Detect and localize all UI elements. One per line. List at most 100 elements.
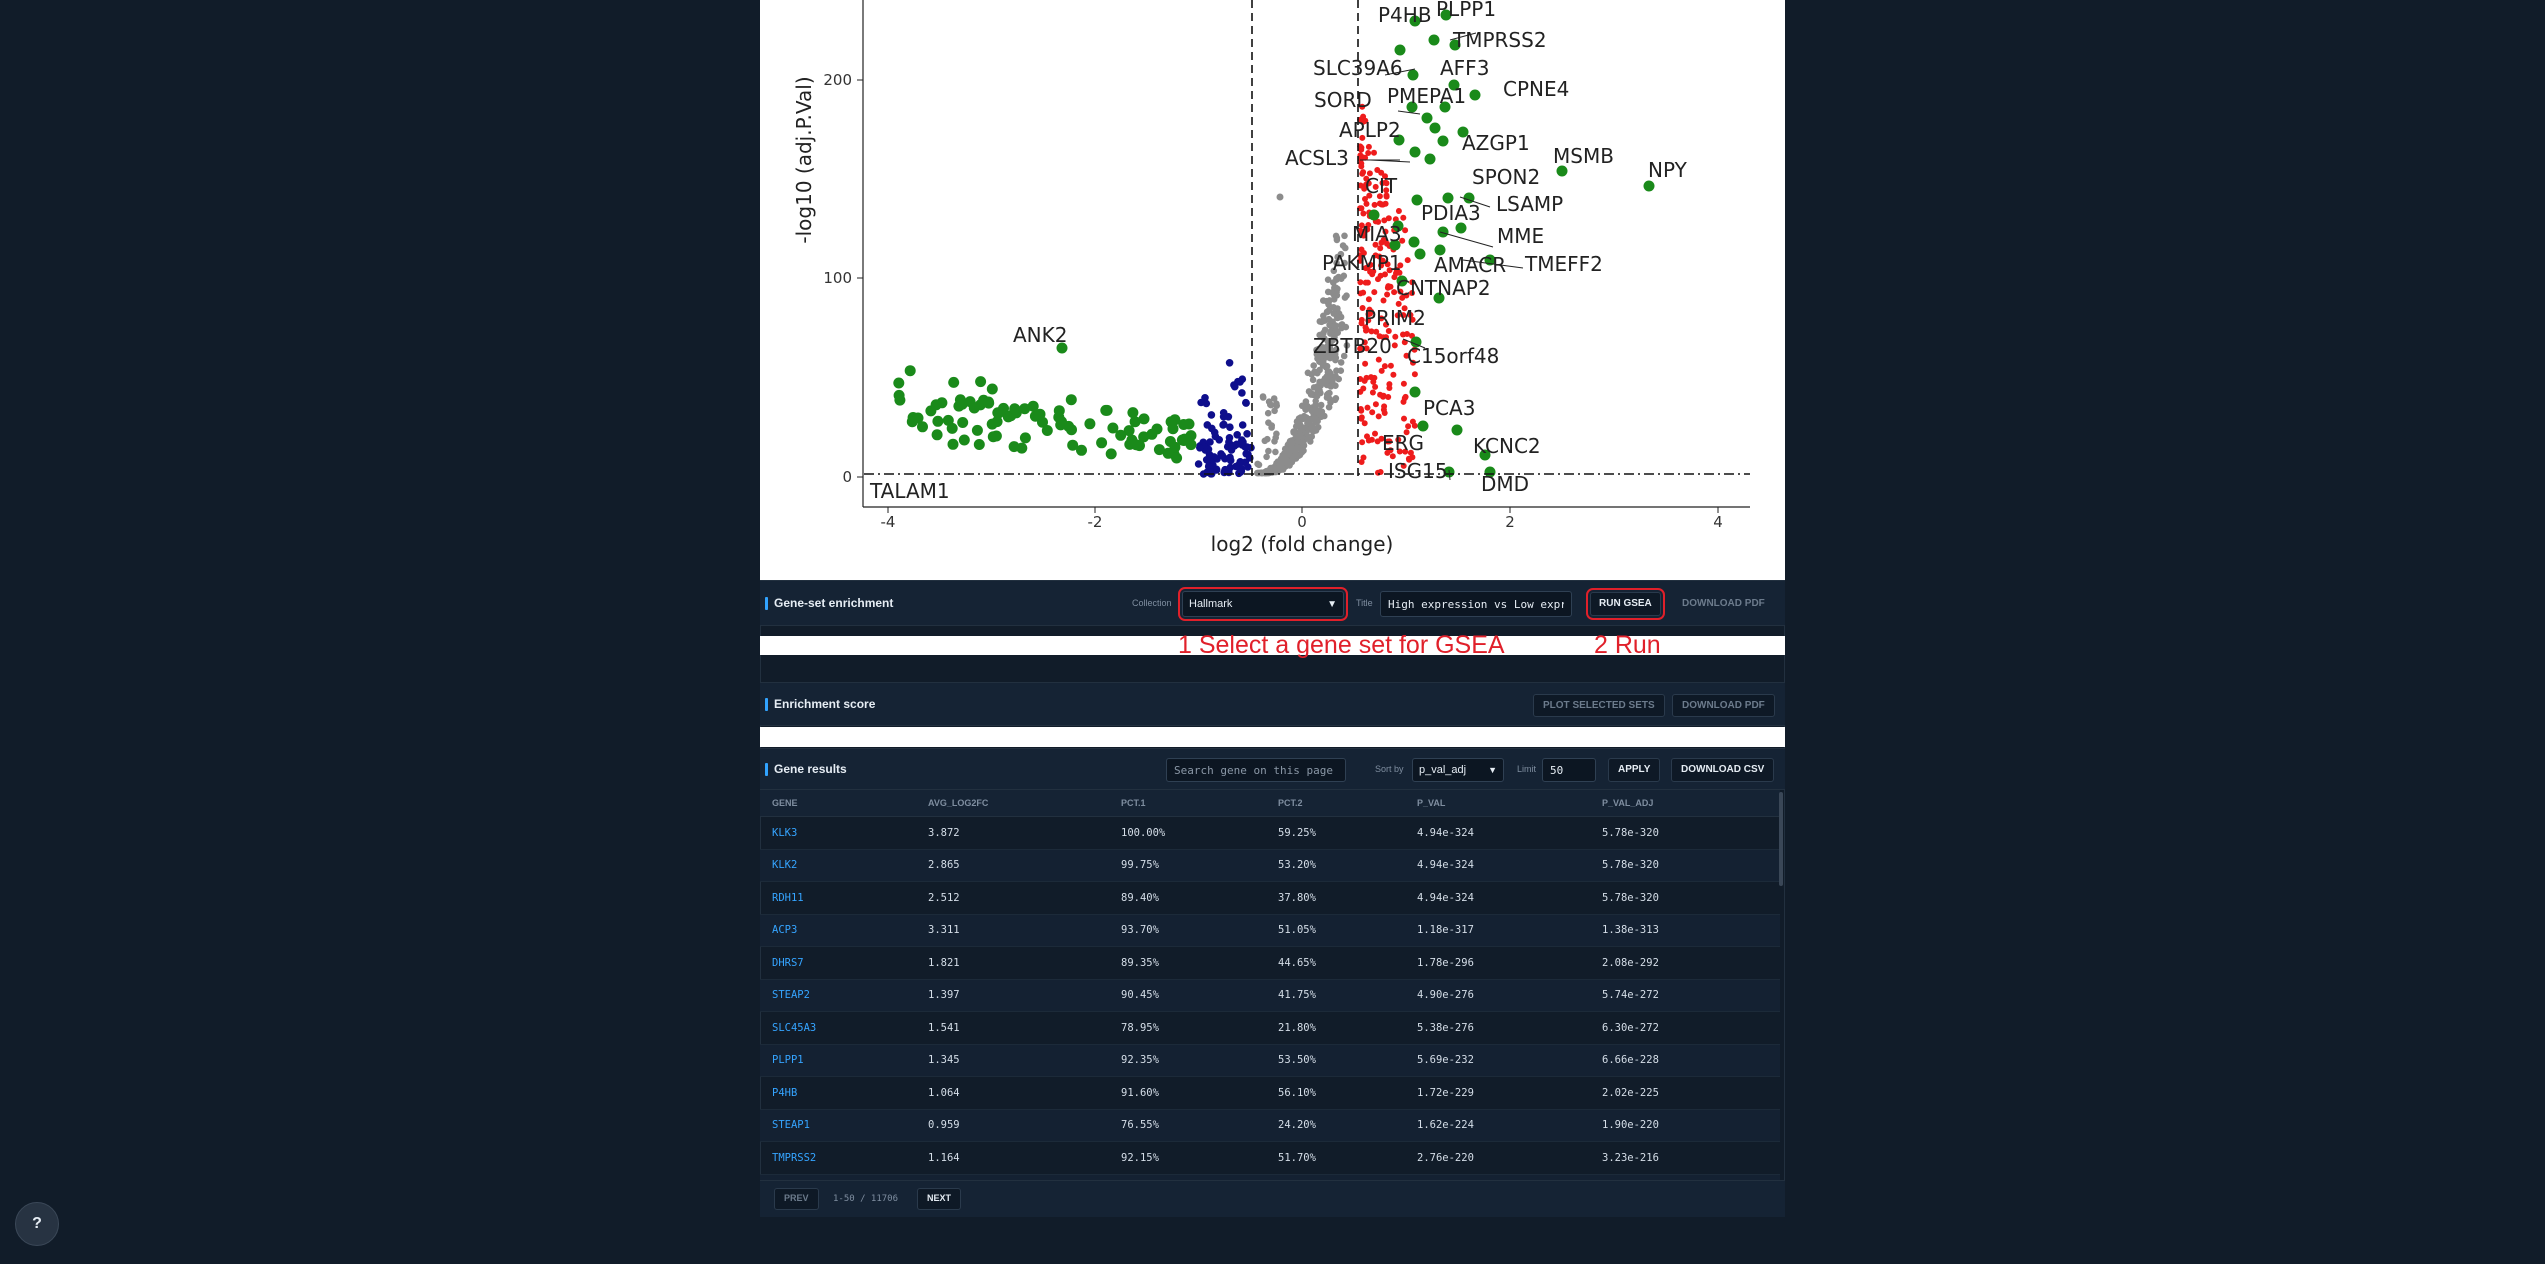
ns-point [1329,377,1336,384]
gene-link[interactable]: STEAP1 [760,1109,916,1142]
ns-point [1305,419,1313,426]
sig-point [1391,289,1398,296]
sig-point [1362,117,1369,124]
gene-link[interactable]: KLK3 [760,816,916,850]
sig-point [1379,257,1386,264]
table-row[interactable]: TMPRSS2 1.164 92.15% 51.70% 2.76e-220 3.23e-2… [760,1141,1780,1175]
table-cell: 78.95% [1109,1011,1266,1045]
sig-point [1365,143,1372,150]
table-row[interactable]: RDH11 2.512 89.40% 37.80% 4.94e-324 5.78e-320 [760,881,1780,915]
gene-link[interactable]: DHRS7 [760,946,916,980]
leader-line [1402,338,1426,349]
table-row[interactable]: PLPP1 1.345 92.35% 53.50% 5.69e-232 6.66e-228 [760,1044,1780,1077]
table-row[interactable]: KLK2 2.865 99.75% 53.20% 4.94e-324 5.78e-320 [760,849,1780,882]
table-row[interactable]: DHRS7 1.821 89.35% 44.65% 1.78e-296 2.08e-292 [760,946,1780,980]
up-point [904,365,916,377]
ns-point [1271,407,1278,415]
ns-point [1295,452,1302,460]
ns-point [1272,448,1279,456]
table-scrollbar[interactable] [1779,792,1783,886]
collection-select[interactable]: Hallmark ▼ [1178,587,1348,621]
up-point [1421,112,1433,124]
table-cell: 1.78e-296 [1405,946,1590,980]
gene-link[interactable]: STEAP2 [760,979,916,1012]
up-point [1008,441,1020,453]
limit-input[interactable] [1542,758,1596,782]
gene-link[interactable]: TMPRSS2 [760,1141,916,1175]
gene-link[interactable]: SLC45A3 [760,1011,916,1045]
ns-point [1273,400,1280,408]
gene-link[interactable]: KLK2 [760,849,916,882]
table-cell: 3.303 [916,1174,1109,1180]
sig-point [1365,222,1372,228]
table-header-row: GENE AVG_LOG2FC PCT.1 PCT.2 P_VAL P_VAL_… [760,790,1780,817]
sig-point [1360,289,1367,296]
sig-point [1366,192,1373,199]
sig-point [1359,103,1366,110]
table-cell: 4.94e-324 [1405,816,1590,850]
gene-label: DMD [1481,472,1529,496]
gene-link[interactable]: P4HB [760,1076,916,1110]
sig-point [1372,183,1379,190]
ns-point [1334,253,1341,261]
gene-link[interactable]: ACP3 [760,914,916,947]
down-point [1218,451,1227,460]
up-point [993,407,1005,419]
sig-point [1378,262,1385,269]
ns-point [1308,424,1316,432]
ns-point [1307,391,1315,398]
gene-results-toolbar: Gene results Sort by p_val_adj ▼ Limit A… [760,748,1785,790]
prev-button[interactable]: PREV [774,1188,819,1210]
column-header-pct2[interactable]: PCT.2 [1266,790,1405,817]
help-button[interactable]: ? [15,1202,59,1246]
download-csv-button[interactable]: DOWNLOAD CSV [1671,758,1775,782]
table-row[interactable]: STEAP1 0.959 76.55% 24.20% 1.62e-224 1.90e-22… [760,1109,1780,1142]
sig-point [1384,240,1390,247]
enrichment-download-pdf-button[interactable]: DOWNLOAD PDF [1672,694,1775,717]
table-row[interactable]: ACP3 3.311 93.70% 51.05% 1.18e-317 1.38e-313 [760,914,1780,947]
sort-select[interactable]: p_val_adj ▼ [1412,758,1504,782]
gene-link[interactable]: PLPP1 [760,1044,916,1077]
gene-search-input[interactable] [1166,758,1346,782]
up-point [958,434,970,446]
column-header-avg-log2fc[interactable]: AVG_LOG2FC [916,790,1109,817]
table-row[interactable]: NPY3.30355.60%9.35%1.04e-2151.22e-211 [760,1174,1780,1180]
gsea-download-pdf-button[interactable]: DOWNLOAD PDF [1682,598,1765,609]
ns-point [1327,383,1335,390]
ns-point [1265,447,1272,455]
up-point [1146,428,1158,440]
column-header-p-val-adj[interactable]: P_VAL_ADJ [1590,790,1780,817]
table-row[interactable]: STEAP2 1.397 90.45% 41.75% 4.90e-276 5.74e-27… [760,979,1780,1012]
sig-point [1360,454,1367,461]
gene-link[interactable]: RDH11 [760,881,916,915]
down-point [1221,465,1229,474]
sig-point [1377,245,1384,252]
leader-line [1449,32,1477,41]
column-header-gene[interactable]: GENE [760,790,916,817]
up-point [1411,194,1423,206]
up-point [1409,15,1421,27]
up-point [1417,420,1429,432]
table-cell: 1.064 [916,1076,1109,1110]
ns-point [1332,232,1340,240]
up-point [1138,413,1150,425]
table-body: KLK3 3.872 100.00% 59.25% 4.94e-324 5.78e-320… [760,816,1780,1180]
sig-point [1400,462,1407,469]
table-row[interactable]: KLK3 3.872 100.00% 59.25% 4.94e-324 5.78e-320 [760,816,1780,850]
up-point [1449,39,1461,51]
table-row[interactable]: P4HB 1.064 91.60% 56.10% 1.72e-229 2.02e-225 [760,1076,1780,1110]
table-row[interactable]: SLC45A3 1.541 78.95% 21.80% 5.38e-276 6.30e-2… [760,1011,1780,1045]
up-point [957,417,969,428]
table-cell: 53.50% [1266,1044,1405,1077]
sig-point [1378,367,1385,374]
gene-link[interactable]: NPY [760,1174,916,1180]
up-point [1414,248,1426,260]
run-gsea-button[interactable]: RUN GSEA [1586,588,1665,620]
apply-button[interactable]: APPLY [1608,758,1661,782]
ns-point [1314,423,1322,431]
gsea-title-input[interactable] [1380,591,1572,617]
plot-selected-sets-button[interactable]: PLOT SELECTED SETS [1533,694,1665,717]
next-button[interactable]: NEXT [917,1188,962,1210]
column-header-pct1[interactable]: PCT.1 [1109,790,1266,817]
column-header-p-val[interactable]: P_VAL [1405,790,1590,817]
